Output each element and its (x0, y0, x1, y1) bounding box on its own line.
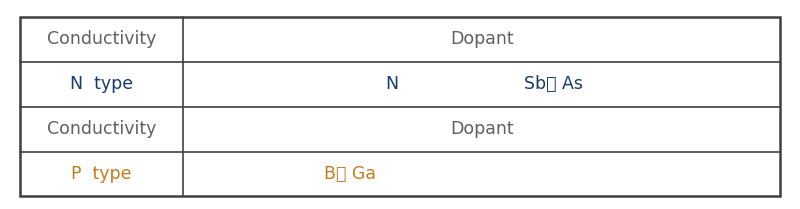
Text: N: N (386, 75, 398, 93)
Text: Sb、 As: Sb、 As (524, 75, 582, 93)
Text: P  type: P type (71, 165, 132, 183)
Text: Conductivity: Conductivity (47, 120, 156, 138)
Text: N  type: N type (70, 75, 134, 93)
Text: B、 Ga: B、 Ga (325, 165, 377, 183)
Bar (20, 17, 780, 196)
Text: Dopant: Dopant (450, 120, 514, 138)
Text: Conductivity: Conductivity (47, 30, 156, 48)
Text: Dopant: Dopant (450, 30, 514, 48)
